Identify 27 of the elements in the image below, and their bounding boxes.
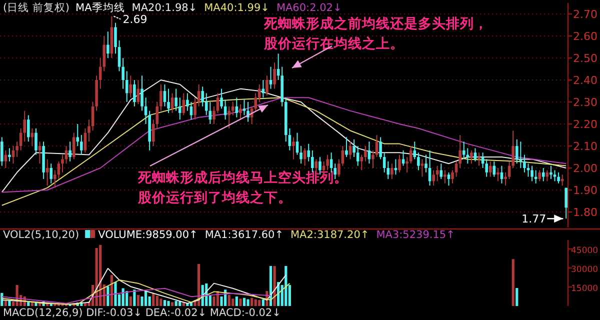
text: MA40:1.99↓ <box>204 2 270 14</box>
chart-title: VOL2(5,10,20) <box>3 229 80 241</box>
y-tick-label: 2.40 <box>573 74 598 87</box>
text: MA1:3617.60↑ <box>204 229 284 241</box>
y-tick-label: 2.60 <box>573 30 598 43</box>
y-tick-label: 2.30 <box>573 96 598 109</box>
y-tick-label: 2.70 <box>573 8 598 21</box>
y-tick-label: 2.50 <box>573 52 598 65</box>
text: MACD(12,26,9) DIF:-0.03↓ DEA:-0.02↓ MACD:-0.02↓ <box>3 307 281 319</box>
y-tick-label: 2.10 <box>573 140 598 153</box>
text: MA3:5239.15↑ <box>376 229 455 241</box>
y-tick-label: 2.20 <box>573 118 598 131</box>
y-tick-label: 2.00 <box>573 162 598 175</box>
annotation: 2.69 <box>122 13 148 26</box>
y-tick-label: 30000 <box>571 264 598 275</box>
y-tick-label: 1.80 <box>573 206 598 219</box>
y-tick-label: 45000 <box>571 246 598 256</box>
annotation: 死蜘蛛形成之前均线还是多头排列，股价运行在均线之上。 <box>264 15 489 54</box>
legend-label: VOLUME:9859.00↑ <box>98 229 198 241</box>
annotation: 1.77 <box>522 212 546 226</box>
y-tick-label: 15000 <box>571 284 598 294</box>
chart-subtitle: MA季均线 <box>76 1 125 14</box>
text: MA2:3187.20↑ <box>290 229 370 241</box>
text: MA60:2.02↓ <box>276 2 342 14</box>
text: MA20:1.98↓ <box>132 2 198 14</box>
y-tick-label: 1.90 <box>573 184 598 197</box>
chart-title: (日线 前复权) <box>3 1 70 14</box>
